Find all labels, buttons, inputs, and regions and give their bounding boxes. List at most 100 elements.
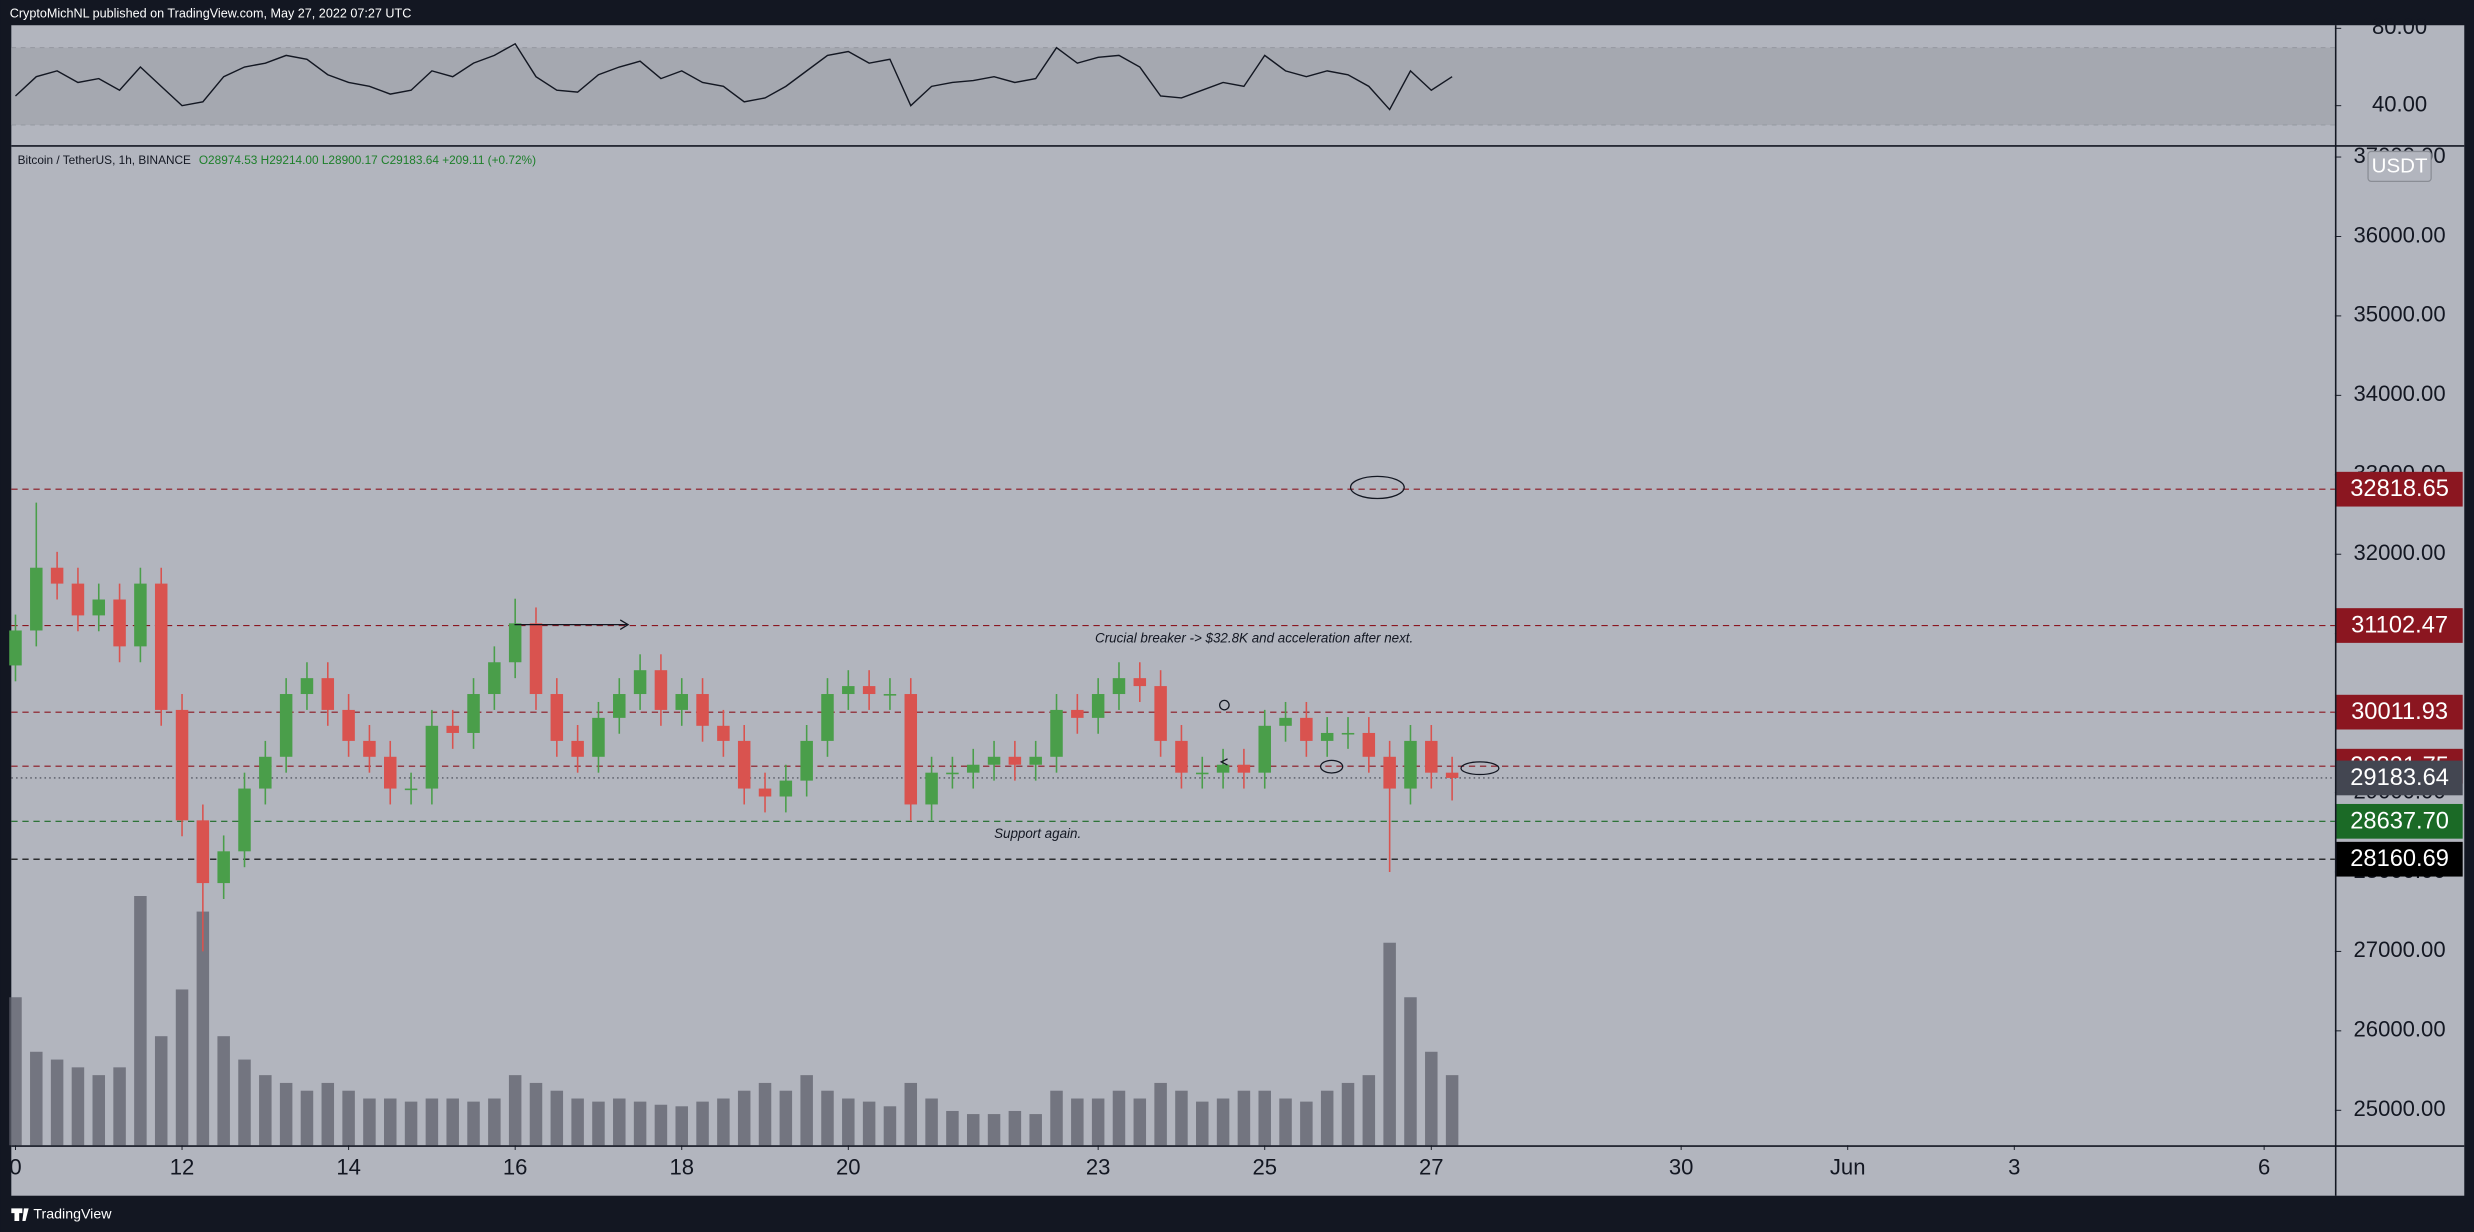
x-tick-label: 16 (503, 1155, 528, 1180)
candle-body (883, 694, 897, 696)
volume-bar (987, 1114, 1001, 1146)
candle-body (238, 788, 251, 852)
volume-bar (196, 911, 210, 1146)
volume-bar (279, 1082, 293, 1146)
level-label-box (2336, 608, 2463, 643)
volume-bar (300, 1090, 314, 1146)
drawings (514, 475, 1500, 776)
volume-bar (842, 1098, 855, 1146)
candle-body (1320, 732, 1334, 741)
candle-body (1071, 709, 1084, 718)
candle-body (550, 694, 564, 741)
volume-bar (1133, 1098, 1147, 1146)
candle-body (508, 623, 522, 663)
candle-body (259, 756, 272, 789)
volume-bar (342, 1090, 355, 1146)
volume-bar (467, 1101, 480, 1146)
candle-body (404, 788, 418, 791)
x-tick-label: 6 (2258, 1155, 2270, 1180)
candle-body (1196, 772, 1209, 775)
candle-body (904, 694, 918, 805)
level-label: 30011.93 (2351, 699, 2448, 725)
volume-bar (550, 1090, 564, 1146)
candle-body (821, 694, 834, 741)
candle-body (925, 772, 938, 805)
candle-body (654, 670, 668, 710)
annotation: Crucial breaker -> $32.8K and accelerati… (1095, 630, 1413, 645)
candle-body (696, 694, 709, 726)
candle-body (758, 788, 772, 797)
symbol-title: Bitcoin / TetherUS, 1h, BINANCE (18, 153, 191, 167)
candle-body (488, 662, 501, 695)
candle-body (1154, 686, 1167, 741)
candle-body (779, 780, 793, 797)
drawn-circle (1219, 699, 1230, 711)
volume-bar (425, 1098, 439, 1146)
x-tick-label: Jun (1830, 1155, 1866, 1180)
volume-bar (779, 1090, 793, 1146)
level-label-box (2336, 471, 2463, 507)
volume-bar (1196, 1101, 1209, 1146)
candle-body (571, 740, 584, 757)
candle-body (342, 709, 355, 741)
candle-body (446, 725, 459, 733)
symbol-legend: Bitcoin / TetherUS, 1h, BINANCE O28974.53… (18, 153, 536, 167)
volume-bar (259, 1075, 272, 1146)
candle-body (1091, 694, 1105, 718)
volume-bar (654, 1104, 668, 1146)
x-tick-label: 27 (1419, 1155, 1444, 1180)
candle-body (592, 717, 605, 757)
volume-bar (175, 989, 189, 1146)
volume-bar (696, 1101, 709, 1146)
x-tick-label: 20 (836, 1155, 861, 1180)
candle-body (467, 694, 480, 733)
level-label-box (2336, 760, 2463, 796)
volume-bar (821, 1090, 834, 1146)
candle-body (1175, 740, 1188, 773)
y-tick-label: 34000.00 (2354, 381, 2446, 406)
candle-body (529, 623, 543, 695)
level-label-box (2336, 841, 2463, 877)
level-label: 31102.47 (2351, 613, 2448, 639)
rsi-band (11, 47, 2335, 126)
y-tick-label: 25000.00 (2354, 1096, 2446, 1121)
candle-body (1029, 756, 1042, 765)
candle-body (842, 686, 855, 695)
candle-body (675, 694, 688, 710)
candle-body (196, 820, 210, 884)
candle-body (613, 694, 626, 718)
x-tick-label: 3 (2008, 1155, 2020, 1180)
volume-bar (946, 1110, 959, 1146)
drawn-circle (1460, 761, 1500, 776)
volume-bar (9, 997, 22, 1146)
volume-bar (1279, 1098, 1292, 1146)
volume-bar (883, 1106, 897, 1146)
volume-bar (238, 1059, 251, 1146)
volume-bar (633, 1101, 647, 1146)
volume-bar (1445, 1075, 1459, 1146)
volume-bar (800, 1075, 813, 1146)
footer: TradingView (11, 1206, 112, 1222)
volume-bar (925, 1098, 938, 1146)
y-tick-label: 32000.00 (2354, 540, 2446, 565)
volume-bar (508, 1075, 522, 1146)
candle-body (384, 756, 397, 789)
volume-bar (1071, 1098, 1084, 1146)
candle-body (1362, 732, 1376, 757)
x-tick-label: 23 (1086, 1155, 1111, 1180)
volume-bar (571, 1098, 584, 1146)
volume-bar (675, 1106, 688, 1146)
volume-bar (50, 1059, 64, 1146)
x-tick-label: 14 (336, 1155, 361, 1180)
x-tick-label: 0 (9, 1155, 21, 1180)
volume-bar (1383, 942, 1396, 1146)
volume-bar (717, 1098, 730, 1146)
volume-bar (154, 1036, 168, 1146)
x-tick-label: 30 (1669, 1155, 1694, 1180)
y-tick-label: 35000.00 (2354, 302, 2446, 327)
x-tick-label: 18 (669, 1155, 694, 1180)
candle-body (1258, 725, 1271, 773)
rsi-line (14, 42, 1453, 111)
candle-body (1050, 709, 1063, 757)
candle-body (800, 740, 813, 781)
